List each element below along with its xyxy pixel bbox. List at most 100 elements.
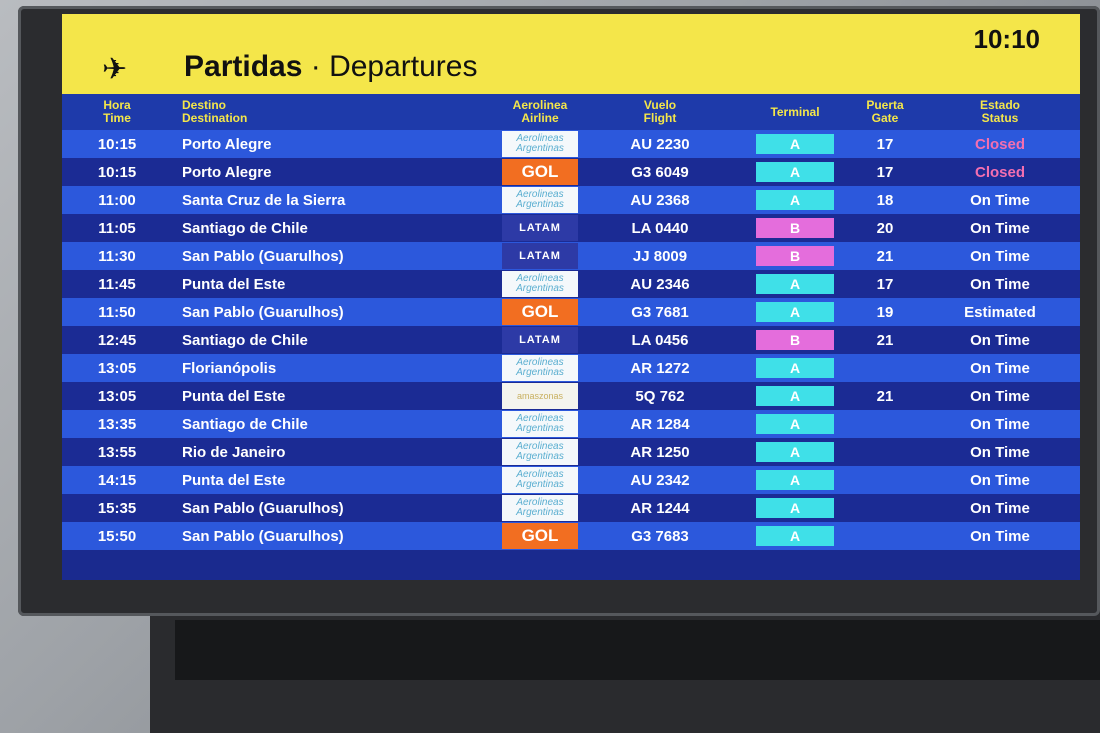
airline-logo-latam: LATAM xyxy=(502,327,578,353)
flight-number: JJ 8009 xyxy=(632,247,688,265)
flight-row: 11:45 Punta del Este Aerolineas Argentinas… xyxy=(62,270,1080,298)
departure-time: 12:45 xyxy=(97,331,137,349)
flight-row: 15:35 San Pablo (Guarulhos) Aerolineas Arg… xyxy=(62,494,1080,522)
departing-plane-icon: ✈ xyxy=(102,53,128,86)
flight-number: G3 6049 xyxy=(631,163,689,181)
terminal-cell: A xyxy=(740,386,850,406)
header-gate: Puerta Gate xyxy=(850,99,920,125)
header-time-en: Time xyxy=(103,111,131,125)
destination: Punta del Este xyxy=(182,387,286,405)
departure-time: 13:05 xyxy=(97,359,137,377)
airline-cell: LATAM xyxy=(500,243,580,269)
title-english: Departures xyxy=(329,50,478,83)
destination: Rio de Janeiro xyxy=(182,443,286,461)
header-destination: Destino Destination xyxy=(172,99,500,125)
title-spanish: Partidas xyxy=(184,50,303,83)
airline-logo-ar: Aerolineas Argentinas xyxy=(502,187,578,213)
airline-logo-ar: Aerolineas Argentinas xyxy=(502,495,578,521)
departure-time: 14:15 xyxy=(97,471,137,489)
flight-row: 13:55 Rio de Janeiro Aerolineas Argentinas… xyxy=(62,438,1080,466)
status: Closed xyxy=(974,163,1025,181)
header-dest-en: Destination xyxy=(182,111,248,125)
terminal-cell: A xyxy=(740,498,850,518)
terminal-badge: A xyxy=(756,134,834,154)
flight-row: 11:00 Santa Cruz de la Sierra Aerolineas A… xyxy=(62,186,1080,214)
flight-number: 5Q 762 xyxy=(635,387,685,405)
title-separator: · xyxy=(310,50,321,83)
terminal-cell: A xyxy=(740,442,850,462)
departure-time: 11:05 xyxy=(98,219,136,237)
destination: San Pablo (Guarulhos) xyxy=(182,303,344,321)
terminal-badge: A xyxy=(756,274,834,294)
terminal-badge: A xyxy=(756,190,834,210)
status: Estimated xyxy=(964,303,1036,321)
terminal-cell: B xyxy=(740,246,850,266)
airline-logo-gol: GOL xyxy=(502,523,578,549)
flight-number: AR 1272 xyxy=(630,359,690,377)
header-status: Estado Status xyxy=(920,99,1080,125)
clock: 10:10 xyxy=(973,24,1041,54)
flight-number: LA 0440 xyxy=(631,219,689,237)
flight-row: 11:30 San Pablo (Guarulhos) LATAM JJ 8009 B 2… xyxy=(62,242,1080,270)
monitor-stand-shadow xyxy=(175,620,1100,680)
airline-logo-ar: Aerolineas Argentinas xyxy=(502,467,578,493)
flight-number: AU 2230 xyxy=(630,135,690,153)
airline-logo-ar: Aerolineas Argentinas xyxy=(502,355,578,381)
airline-cell: amaszonas xyxy=(500,383,580,409)
status: On Time xyxy=(970,471,1030,489)
flight-row: 14:15 Punta del Este Aerolineas Argentinas… xyxy=(62,466,1080,494)
status: On Time xyxy=(970,191,1030,209)
departure-time: 13:55 xyxy=(97,443,137,461)
airline-cell: GOL xyxy=(500,299,580,325)
flight-row: 13:05 Florianópolis Aerolineas Argentinas A… xyxy=(62,354,1080,382)
flight-number: AR 1284 xyxy=(630,415,690,433)
departure-time: 13:05 xyxy=(97,387,137,405)
airline-cell: GOL xyxy=(500,159,580,185)
terminal-badge: A xyxy=(756,526,834,546)
airline-cell: Aerolineas Argentinas xyxy=(500,467,580,493)
terminal-cell: B xyxy=(740,330,850,350)
status: On Time xyxy=(970,219,1030,237)
departure-time: 10:15 xyxy=(97,135,137,153)
gate: 17 xyxy=(876,275,894,293)
airline-logo-amz: amaszonas xyxy=(502,383,578,409)
destination: San Pablo (Guarulhos) xyxy=(182,527,344,545)
gate: 19 xyxy=(876,303,894,321)
flight-row: 13:35 Santiago de Chile Aerolineas Argenti… xyxy=(62,410,1080,438)
departure-time: 11:00 xyxy=(98,191,136,209)
airline-cell: Aerolineas Argentinas xyxy=(500,131,580,157)
flight-row: 11:05 Santiago de Chile LATAM LA 0440 B 20 On … xyxy=(62,214,1080,242)
status: On Time xyxy=(970,415,1030,433)
page-title: Partidas · Departures xyxy=(184,50,477,84)
airline-cell: Aerolineas Argentinas xyxy=(500,271,580,297)
departure-time: 11:30 xyxy=(98,247,136,265)
terminal-badge: A xyxy=(756,162,834,182)
flight-row: 12:45 Santiago de Chile LATAM LA 0456 B 21 On … xyxy=(62,326,1080,354)
terminal-cell: A xyxy=(740,414,850,434)
gate: 18 xyxy=(876,191,894,209)
terminal-cell: B xyxy=(740,218,850,238)
terminal-badge: A xyxy=(756,386,834,406)
departure-time: 13:35 xyxy=(97,415,137,433)
header-gate-es: Puerta xyxy=(866,98,904,112)
flight-row: 15:50 San Pablo (Guarulhos) GOL G3 7683 A On … xyxy=(62,522,1080,550)
airline-logo-latam: LATAM xyxy=(502,215,578,241)
terminal-cell: A xyxy=(740,134,850,154)
status: Closed xyxy=(974,135,1025,153)
airline-cell: Aerolineas Argentinas xyxy=(500,355,580,381)
header-flight-es: Vuelo xyxy=(643,98,677,112)
departures-board: ✈ Partidas · Departures 10:10 Hora Time D… xyxy=(62,14,1080,580)
destination: San Pablo (Guarulhos) xyxy=(182,247,344,265)
header-status-es: Estado xyxy=(979,98,1020,112)
header-dest-es: Destino xyxy=(182,98,227,112)
terminal-cell: A xyxy=(740,470,850,490)
terminal-badge: A xyxy=(756,442,834,462)
terminal-badge: B xyxy=(756,218,834,238)
flight-row: 11:50 San Pablo (Guarulhos) GOL G3 7681 A 19 E… xyxy=(62,298,1080,326)
airline-logo-ar: Aerolineas Argentinas xyxy=(502,411,578,437)
status: On Time xyxy=(970,387,1030,405)
destination: Santiago de Chile xyxy=(182,219,308,237)
terminal-badge: A xyxy=(756,302,834,322)
terminal-cell: A xyxy=(740,302,850,322)
board-header: ✈ Partidas · Departures 10:10 xyxy=(62,14,1080,94)
